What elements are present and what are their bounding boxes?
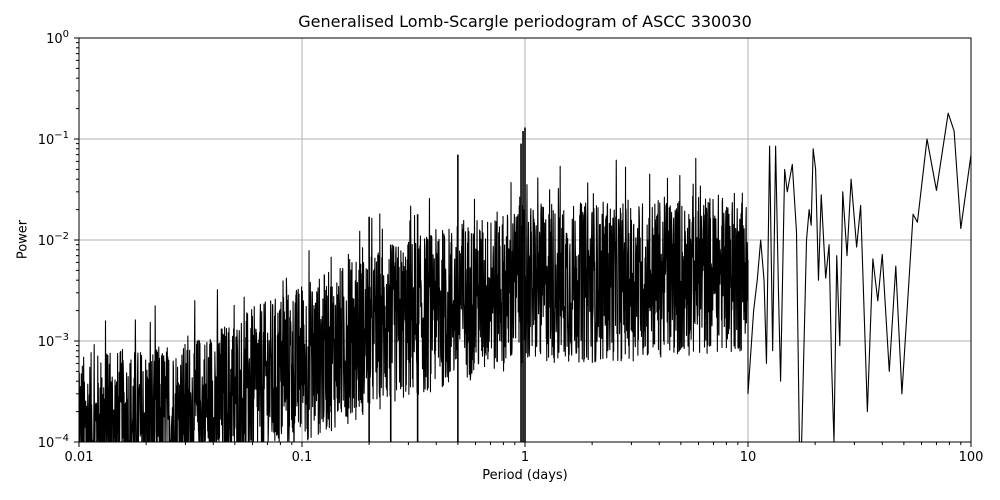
axis-ticks: 0.01 0.1 1 10 100 100 10−1 10−2 10−3 10−4 <box>38 29 984 465</box>
y-tick-label: 10−4 <box>38 433 69 451</box>
y-tick-label: 10−3 <box>38 332 69 350</box>
y-tick-label: 10−1 <box>38 130 69 148</box>
power-series-line <box>78 112 972 443</box>
x-tick-label: 0.1 <box>292 450 313 465</box>
x-tick-label: 10 <box>740 450 757 465</box>
x-tick-label: 1 <box>521 450 529 465</box>
y-tick-label: 100 <box>46 29 69 47</box>
x-axis-label: Period (days) <box>482 468 568 483</box>
y-tick-label: 10−2 <box>38 231 69 249</box>
x-tick-label: 100 <box>959 450 984 465</box>
chart-title: Generalised Lomb-Scargle periodogram of … <box>298 12 752 31</box>
x-tick-label: 0.01 <box>65 450 94 465</box>
